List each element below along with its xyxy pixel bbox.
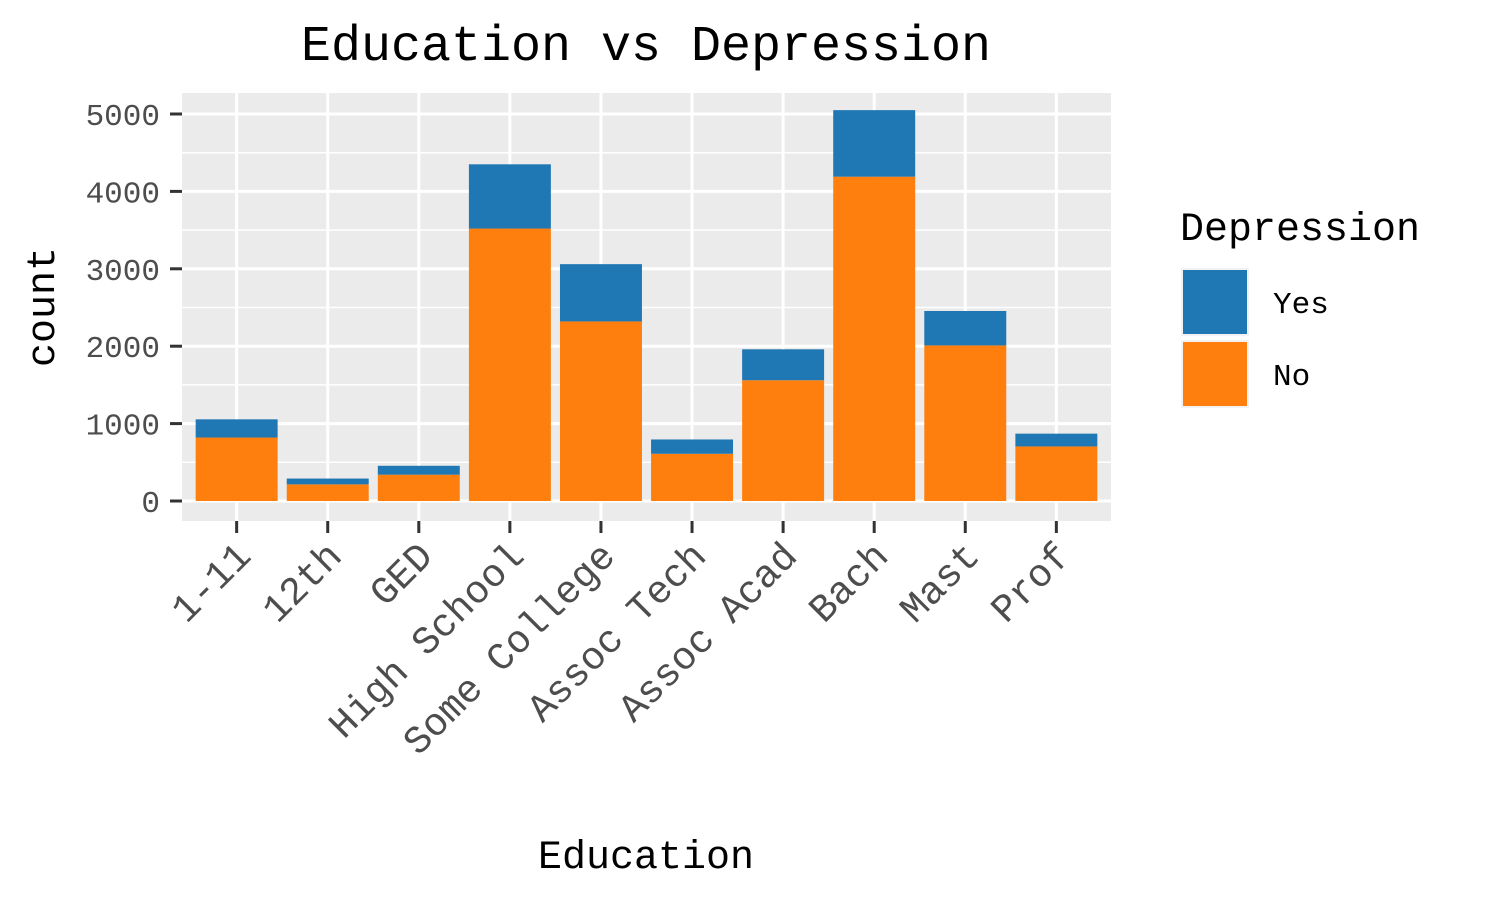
y-tick-label: 4000 <box>86 177 160 212</box>
bar-yes <box>377 465 460 475</box>
bar-no <box>924 345 1007 501</box>
bar-yes <box>195 419 278 438</box>
x-tick-label: Bach <box>801 535 898 632</box>
legend-swatch-no <box>1183 342 1247 406</box>
bars <box>195 110 1098 501</box>
x-tick-label: 1-11 <box>164 535 261 632</box>
bar-no <box>1015 446 1098 501</box>
bar-yes <box>924 310 1007 346</box>
bar-no <box>833 176 916 501</box>
chart-title: Education vs Depression <box>301 19 991 76</box>
bar-yes <box>559 264 642 322</box>
bar-yes <box>468 164 551 229</box>
y-tick-label: 5000 <box>86 100 160 135</box>
bar-no <box>742 380 825 501</box>
legend-swatch-yes <box>1183 270 1247 334</box>
x-tick-label: 12th <box>255 535 352 632</box>
x-tick-label: Prof <box>984 535 1081 632</box>
x-axis-title: Education <box>538 836 754 881</box>
y-tick-label: 2000 <box>86 332 160 367</box>
bar-no <box>195 437 278 501</box>
bar-no <box>559 321 642 501</box>
bar-no <box>651 453 734 501</box>
bar-no <box>377 474 460 501</box>
legend-title: Depression <box>1180 208 1420 253</box>
y-tick-label: 0 <box>141 487 160 522</box>
y-axis: 0 1000 2000 3000 4000 5000 <box>86 100 182 522</box>
bar-yes <box>833 110 916 177</box>
y-axis-title: count <box>22 247 67 367</box>
legend: Depression Yes No <box>1180 208 1420 408</box>
bar-yes <box>286 478 369 485</box>
bar-yes <box>1015 433 1098 447</box>
bar-yes <box>742 349 825 381</box>
bar-no <box>286 484 369 501</box>
x-tick-label: Mast <box>892 535 989 632</box>
bar-no <box>468 228 551 501</box>
y-tick-label: 3000 <box>86 255 160 290</box>
legend-label: Yes <box>1273 288 1329 323</box>
y-tick-label: 1000 <box>86 410 160 445</box>
legend-label: No <box>1273 360 1310 395</box>
x-tick-label: GED <box>363 535 444 616</box>
bar-yes <box>651 439 734 454</box>
